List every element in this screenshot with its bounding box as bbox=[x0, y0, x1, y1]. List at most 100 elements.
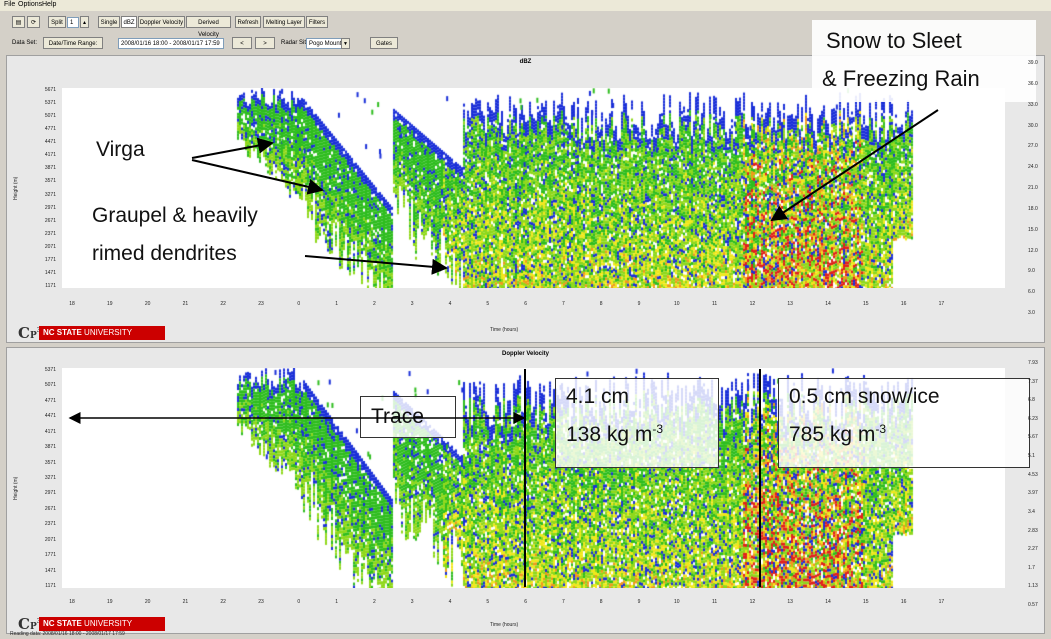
x-tick-label: 12 bbox=[749, 599, 756, 605]
x-tick-label: 13 bbox=[787, 599, 793, 605]
colorbar-tick-label: 7.37 bbox=[1028, 378, 1038, 385]
virga-annotation: Virga bbox=[96, 138, 145, 161]
y-tick-label: 4771 bbox=[44, 126, 56, 133]
split-stepper[interactable]: 1 bbox=[67, 17, 79, 28]
colorbar-tick-label: 12.0 bbox=[1028, 247, 1038, 254]
y-tick-label: 3571 bbox=[44, 178, 56, 185]
colorbar-tick-label: 39.0 bbox=[1028, 60, 1038, 66]
snow-4-1cm-annotation: 4.1 cm 138 kg m-3 bbox=[555, 378, 719, 468]
colorbar-tick-label: 0.57 bbox=[1028, 602, 1038, 608]
colorbar-tick-label: 1.7 bbox=[1028, 564, 1035, 571]
y-tick-label: 1171 bbox=[45, 283, 56, 289]
y-tick-label: 1771 bbox=[44, 256, 56, 263]
refresh-button[interactable]: Refresh bbox=[235, 16, 261, 28]
radar-site-label: Radar Site: bbox=[281, 40, 312, 46]
date-time-range-field[interactable]: 2008/01/16 18:00 - 2008/01/17 17:59 bbox=[118, 38, 224, 49]
menu-help[interactable]: Help bbox=[42, 1, 57, 8]
ncsu-logo: CP3 NC STATE UNIVERSITY bbox=[18, 614, 166, 633]
x-tick-label: 6 bbox=[524, 301, 527, 307]
x-tick-label: 21 bbox=[182, 599, 189, 605]
melting-layer-button[interactable]: Melting Layer bbox=[263, 16, 305, 28]
colorbar-tick-label: 6.23 bbox=[1028, 415, 1038, 422]
colorbar-tick-label: 9.0 bbox=[1028, 268, 1035, 275]
y-tick-label: 5071 bbox=[44, 382, 56, 389]
y-tick-label: 3271 bbox=[44, 191, 56, 198]
logo-ncsu-light: UNIVERSITY bbox=[84, 619, 133, 628]
x-tick-label: 3 bbox=[410, 599, 414, 605]
x-tick-label: 0 bbox=[297, 301, 301, 307]
refresh-icon[interactable]: ⟳ bbox=[27, 16, 40, 28]
snow-sleet-annotation: Snow to Sleet & Freezing Rain bbox=[812, 20, 1036, 102]
colorbar-tick-label: 21.0 bbox=[1028, 185, 1038, 191]
y-axis-label: Height (m) bbox=[13, 176, 19, 200]
panel-title: dBZ bbox=[519, 59, 532, 65]
y-tick-label: 3271 bbox=[44, 475, 56, 481]
y-tick-label: 5371 bbox=[44, 367, 56, 373]
derived-velocity-button[interactable]: Derived Velocity bbox=[186, 16, 231, 38]
density-value: 138 kg m bbox=[566, 423, 653, 446]
x-tick-label: 17 bbox=[938, 599, 945, 605]
colorbar-tick-label: 7.93 bbox=[1028, 360, 1038, 366]
colorbar-tick-label: 4.53 bbox=[1028, 471, 1038, 478]
y-tick-label: 4171 bbox=[44, 152, 56, 159]
y-tick-label: 5071 bbox=[44, 113, 56, 120]
x-tick-label: 21 bbox=[182, 301, 189, 307]
x-tick-label: 15 bbox=[863, 599, 869, 605]
split-button[interactable]: Split bbox=[48, 16, 66, 28]
y-tick-label: 2671 bbox=[44, 217, 56, 224]
y-tick-label: 3871 bbox=[44, 444, 56, 451]
x-tick-label: 9 bbox=[637, 301, 641, 307]
previous-button[interactable]: < bbox=[232, 37, 252, 49]
ncsu-logo: CP3 NC STATE UNIVERSITY bbox=[18, 323, 166, 342]
colorbar-tick-label: 6.8 bbox=[1028, 397, 1035, 404]
y-tick-label: 4471 bbox=[44, 413, 56, 420]
colorbar-tick-label: 5.1 bbox=[1028, 453, 1035, 460]
split-stepper-arrows-icon[interactable]: ▴ bbox=[80, 16, 89, 28]
status-bar-text: Reading data: 2008/01/16 18:00 - 2008/01… bbox=[10, 631, 125, 637]
x-tick-label: 9 bbox=[637, 599, 641, 605]
date-time-range-button[interactable]: Date/Time Range: bbox=[43, 37, 103, 49]
colorbar-tick-label: 36.0 bbox=[1028, 80, 1038, 87]
x-tick-label: 5 bbox=[486, 599, 490, 605]
trace-annotation: Trace bbox=[360, 396, 456, 438]
doppler-velocity-button[interactable]: Doppler Velocity bbox=[138, 16, 185, 28]
dataset-label: Data Set: bbox=[12, 40, 38, 46]
colorbar-tick-label: 3.97 bbox=[1028, 490, 1038, 497]
colorbar-tick-label: 1.13 bbox=[1028, 583, 1038, 590]
x-tick-label: 14 bbox=[825, 599, 831, 605]
menu-options[interactable]: Options bbox=[18, 1, 43, 8]
colorbar-tick-label: 27.0 bbox=[1028, 143, 1038, 150]
y-axis-label: Height (m) bbox=[13, 476, 19, 500]
next-button[interactable]: > bbox=[255, 37, 275, 49]
menu-file[interactable]: File bbox=[4, 1, 16, 8]
x-tick-label: 5 bbox=[486, 301, 490, 307]
y-tick-label: 2371 bbox=[44, 230, 56, 237]
density-value: 785 kg m bbox=[789, 423, 876, 446]
snow-density-text: 138 kg m-3 bbox=[566, 413, 708, 451]
colorbar-tick-label: 15.0 bbox=[1028, 226, 1038, 233]
x-tick-label: 2 bbox=[373, 301, 376, 307]
open-folder-icon[interactable]: ▤ bbox=[12, 16, 25, 28]
filters-button[interactable]: Filters bbox=[306, 16, 328, 28]
x-tick-label: 10 bbox=[674, 599, 680, 605]
period-divider-line bbox=[759, 369, 761, 587]
x-tick-label: 3 bbox=[410, 301, 414, 307]
gates-button[interactable]: Gates bbox=[370, 37, 398, 49]
single-button[interactable]: Single bbox=[98, 16, 120, 28]
y-tick-label: 4171 bbox=[44, 428, 56, 435]
colorbar-tick-label: 3.4 bbox=[1028, 508, 1035, 515]
x-tick-label: 15 bbox=[863, 301, 869, 307]
x-tick-label: 18 bbox=[69, 301, 75, 307]
y-tick-label: 2671 bbox=[44, 505, 56, 512]
x-tick-label: 14 bbox=[825, 301, 831, 307]
x-tick-label: 8 bbox=[599, 599, 603, 605]
x-tick-label: 16 bbox=[900, 599, 907, 605]
dbz-button[interactable]: dBZ bbox=[121, 16, 137, 28]
chevron-down-icon[interactable]: ▼ bbox=[341, 38, 350, 49]
y-tick-label: 1471 bbox=[44, 269, 56, 276]
y-tick-label: 5371 bbox=[44, 100, 56, 107]
x-tick-label: 11 bbox=[711, 599, 718, 605]
x-axis-label: Time (hours) bbox=[490, 622, 519, 628]
x-tick-label: 22 bbox=[220, 599, 226, 605]
snow-ice-0-5cm-annotation: 0.5 cm snow/ice 785 kg m-3 bbox=[778, 378, 1030, 468]
